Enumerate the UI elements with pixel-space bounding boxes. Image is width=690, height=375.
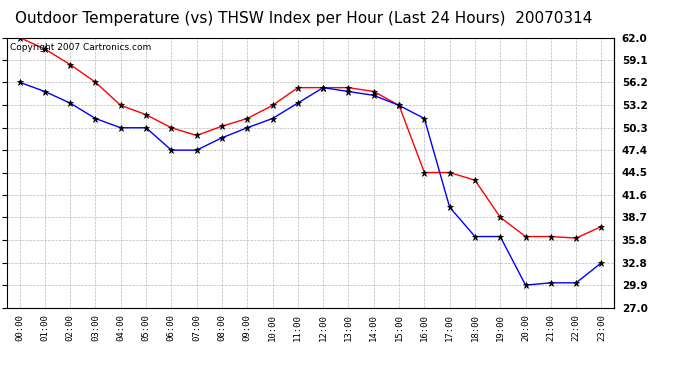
Text: Outdoor Temperature (vs) THSW Index per Hour (Last 24 Hours)  20070314: Outdoor Temperature (vs) THSW Index per … bbox=[15, 11, 592, 26]
Text: Copyright 2007 Cartronics.com: Copyright 2007 Cartronics.com bbox=[10, 43, 151, 52]
